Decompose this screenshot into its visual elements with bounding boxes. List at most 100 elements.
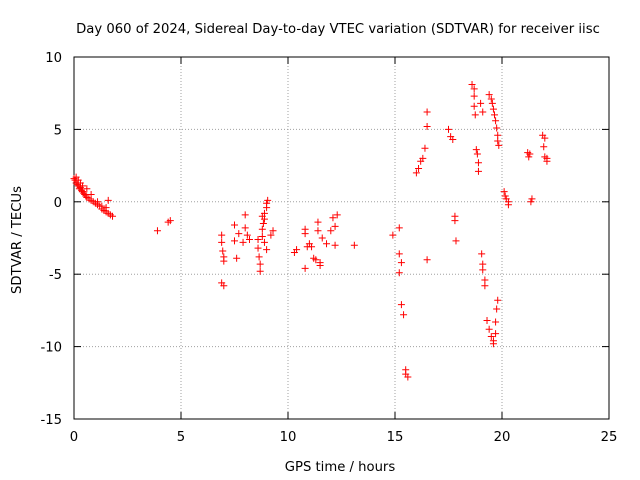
y-tick-label: 10 bbox=[45, 51, 62, 66]
data-points bbox=[70, 81, 551, 381]
data-point bbox=[109, 212, 117, 220]
data-point bbox=[267, 231, 275, 239]
data-point bbox=[492, 330, 500, 338]
data-point bbox=[308, 243, 316, 251]
data-point bbox=[220, 257, 228, 265]
x-tick-label: 15 bbox=[387, 430, 404, 445]
data-point bbox=[397, 301, 405, 309]
data-point bbox=[312, 256, 320, 264]
data-point bbox=[492, 318, 500, 326]
data-point bbox=[479, 108, 487, 116]
data-point bbox=[245, 235, 253, 243]
y-axis-label: SDTVAR / TECUs bbox=[10, 186, 25, 294]
data-point bbox=[395, 224, 403, 232]
plot-frame bbox=[73, 56, 610, 420]
data-point bbox=[489, 105, 497, 113]
data-point bbox=[323, 240, 331, 248]
data-point bbox=[421, 144, 429, 152]
data-point bbox=[501, 192, 509, 200]
data-point bbox=[218, 238, 226, 246]
data-point bbox=[472, 146, 480, 154]
data-point bbox=[256, 267, 264, 275]
data-point bbox=[241, 211, 249, 219]
data-point bbox=[543, 157, 551, 165]
data-point bbox=[220, 282, 228, 290]
data-point bbox=[528, 195, 536, 203]
data-point bbox=[219, 247, 227, 255]
data-point bbox=[494, 296, 502, 304]
data-point bbox=[231, 221, 238, 229]
data-point bbox=[263, 199, 271, 207]
data-point bbox=[479, 260, 487, 268]
data-point bbox=[104, 196, 112, 204]
y-tick-label: 5 bbox=[54, 123, 62, 138]
data-point bbox=[474, 167, 482, 175]
data-point bbox=[301, 230, 309, 238]
data-point bbox=[423, 256, 431, 264]
data-point bbox=[487, 332, 495, 340]
data-point bbox=[72, 173, 80, 181]
data-point bbox=[259, 220, 267, 228]
data-point bbox=[485, 91, 493, 99]
data-point bbox=[166, 217, 174, 225]
data-point bbox=[235, 230, 243, 238]
data-point bbox=[395, 269, 403, 277]
y-tick-label: -10 bbox=[40, 341, 62, 356]
data-point bbox=[491, 111, 499, 119]
data-point bbox=[333, 211, 341, 219]
data-point bbox=[79, 182, 87, 190]
plot-border bbox=[73, 56, 610, 420]
data-point bbox=[452, 237, 460, 245]
data-point bbox=[474, 159, 482, 167]
data-point bbox=[400, 311, 408, 319]
data-point bbox=[423, 123, 431, 131]
y-tick-labels: -15 -10 -5 0 5 10 bbox=[40, 51, 62, 428]
x-tick-label: 10 bbox=[280, 430, 297, 445]
data-point bbox=[254, 244, 262, 252]
chart-title: Day 060 of 2024, Sidereal Day-to-day VTE… bbox=[76, 22, 600, 37]
data-point bbox=[540, 143, 548, 151]
x-tick-labels: 0 5 10 15 20 25 bbox=[70, 430, 618, 445]
data-point bbox=[239, 238, 247, 246]
data-point bbox=[527, 198, 535, 206]
data-point bbox=[397, 259, 405, 267]
data-point bbox=[241, 224, 249, 232]
data-point bbox=[412, 169, 420, 177]
data-point bbox=[423, 108, 431, 116]
data-point bbox=[102, 204, 110, 212]
data-point bbox=[233, 254, 241, 262]
data-point bbox=[488, 99, 496, 107]
data-point bbox=[493, 124, 501, 132]
data-point bbox=[489, 340, 497, 348]
data-point bbox=[301, 264, 309, 272]
data-point bbox=[483, 317, 491, 325]
data-point bbox=[445, 125, 452, 133]
data-point bbox=[318, 234, 326, 242]
data-point bbox=[389, 231, 397, 239]
data-point bbox=[87, 191, 95, 199]
data-point bbox=[473, 150, 481, 158]
data-point bbox=[327, 227, 335, 235]
data-point bbox=[526, 150, 534, 158]
axis-ticks bbox=[73, 56, 610, 420]
data-point bbox=[314, 227, 322, 235]
data-point bbox=[263, 246, 271, 254]
data-point bbox=[98, 202, 106, 210]
data-point bbox=[470, 102, 478, 110]
data-point bbox=[395, 250, 403, 258]
data-point bbox=[256, 260, 264, 268]
data-point bbox=[331, 222, 339, 230]
data-point bbox=[243, 231, 251, 239]
y-tick-label: -5 bbox=[49, 268, 62, 283]
data-point bbox=[468, 81, 476, 89]
data-point bbox=[494, 137, 502, 145]
data-point bbox=[451, 217, 459, 225]
x-tick-label: 0 bbox=[70, 430, 78, 445]
data-point bbox=[449, 136, 457, 144]
data-point bbox=[83, 185, 91, 193]
data-point bbox=[541, 134, 549, 142]
data-point bbox=[481, 282, 489, 290]
data-point bbox=[254, 235, 262, 243]
data-point bbox=[500, 188, 508, 196]
